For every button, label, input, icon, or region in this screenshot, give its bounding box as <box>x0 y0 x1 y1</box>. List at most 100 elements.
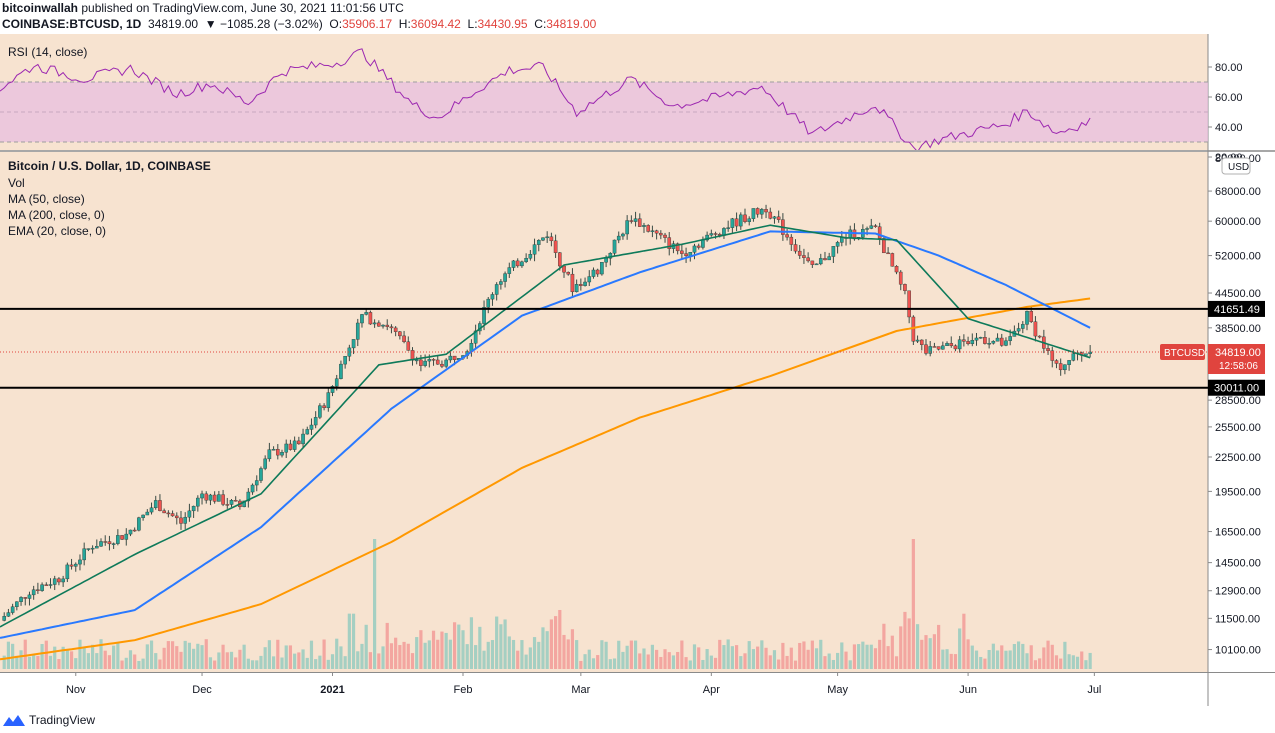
hline-upper-label-box[interactable] <box>1208 300 1265 317</box>
candle-body <box>553 240 558 253</box>
price-tick-label: 28500.00 <box>1215 395 1261 407</box>
candle-body <box>440 363 444 367</box>
candle-body <box>275 449 280 456</box>
volume-bar <box>280 657 284 669</box>
volume-bar <box>810 640 814 669</box>
hline-upper-label[interactable]: 41651.49 <box>1214 304 1260 316</box>
volume-bar <box>1075 656 1080 669</box>
symbol-name: COINBASE:BTCUSD, 1D <box>2 17 142 31</box>
candle-body <box>284 443 289 453</box>
candle-body <box>297 440 301 445</box>
candle-body <box>221 494 225 505</box>
candle-body <box>983 337 987 344</box>
candle-body <box>503 273 507 282</box>
candle-body <box>179 517 183 524</box>
price-tick-label: 19500.00 <box>1215 486 1261 498</box>
candle-body <box>755 208 760 215</box>
candle-body <box>78 559 82 565</box>
time-axis-ticks[interactable]: Nov Dec 2021 Feb Mar Apr May Jun Jul <box>66 672 1101 696</box>
current-price-tag[interactable] <box>1208 344 1265 375</box>
candle-body <box>347 347 352 357</box>
symbol-tag[interactable] <box>1160 344 1205 361</box>
legend-ma200[interactable]: MA (200, close, 0) <box>8 208 105 222</box>
volume-bar <box>760 640 764 669</box>
candle-body <box>776 216 781 220</box>
volume-bar <box>482 650 486 669</box>
candle-body <box>932 346 937 348</box>
volume-bar <box>1054 655 1059 669</box>
candle-body <box>608 252 613 259</box>
volume-bar <box>495 616 499 669</box>
candle-body <box>520 261 524 267</box>
volume-bar <box>861 641 865 669</box>
volume-bar <box>271 656 276 669</box>
candle-body <box>309 424 314 430</box>
volume-bar <box>734 645 739 669</box>
volume-bar <box>932 634 937 669</box>
candle-body <box>86 548 91 550</box>
volume-bar <box>520 640 524 669</box>
candle-body <box>1050 350 1055 361</box>
candle-body <box>204 493 209 501</box>
volume-bar <box>747 641 751 669</box>
bar-countdown: 12:58:06 <box>1219 361 1258 372</box>
volume-bar <box>659 656 663 669</box>
candle-body <box>612 239 617 254</box>
candle-body <box>486 298 491 308</box>
candle-body <box>339 363 343 379</box>
candle-body <box>532 244 537 255</box>
volume-bar <box>78 639 82 669</box>
rsi-legend-label[interactable]: RSI (14, close) <box>8 45 87 59</box>
volume-bar <box>680 640 684 669</box>
currency-badge-box[interactable] <box>1221 157 1251 175</box>
candle-body <box>751 208 756 219</box>
volume-bar <box>175 646 179 669</box>
candle-body <box>730 218 735 228</box>
volume-bar <box>970 645 974 669</box>
price-tick-label: 22500.00 <box>1215 452 1261 464</box>
legend-ema20[interactable]: EMA (20, close, 0) <box>8 224 106 238</box>
candle-body <box>36 589 40 591</box>
volume-bar <box>1084 660 1088 669</box>
legend-ma50[interactable]: MA (50, close) <box>8 192 85 206</box>
currency-badge[interactable]: USD <box>1228 162 1249 173</box>
footer-brand[interactable]: TradingView <box>29 713 96 727</box>
volume-bar <box>474 645 478 669</box>
volume-bar <box>625 645 629 669</box>
volume-bar <box>831 659 835 669</box>
volume-bar <box>469 617 474 669</box>
candle-body <box>326 392 331 409</box>
candle-body <box>511 260 516 268</box>
hline-lower-label-box[interactable] <box>1208 379 1265 396</box>
volume-bar <box>11 643 15 669</box>
time-tick-label: Jun <box>959 684 977 696</box>
tradingview-logo-icon[interactable] <box>2 713 26 727</box>
volume-bar <box>318 655 322 669</box>
symbol-tag-label[interactable]: BTCUSD <box>1164 348 1205 359</box>
series-title[interactable]: Bitcoin / U.S. Dollar, 1D, COINBASE <box>8 159 211 173</box>
volume-bar <box>768 655 772 669</box>
candle-body <box>936 346 941 350</box>
price-axis-ticks[interactable]: 68000.00 60000.00 52000.00 44500.00 38500.00… <box>1208 186 1261 657</box>
candle-body <box>818 258 823 265</box>
volume-bar <box>553 616 558 669</box>
volume-bar <box>221 644 225 669</box>
volume-bar <box>19 650 23 669</box>
candle-body <box>747 218 752 222</box>
volume-bar <box>684 657 688 669</box>
candle-body <box>869 225 874 229</box>
volume-bar <box>448 639 452 669</box>
volume-bar <box>562 634 566 669</box>
volume-bar <box>339 646 343 669</box>
volume-bar <box>823 656 827 669</box>
hline-lower-label[interactable]: 30011.00 <box>1214 383 1259 395</box>
volume-bar <box>486 641 490 669</box>
volume-bar <box>204 639 208 669</box>
publisher-name[interactable]: bitcoinwallah <box>2 1 79 15</box>
candle-body <box>764 209 768 213</box>
legend-volume[interactable]: Vol <box>8 176 25 190</box>
candle-body <box>448 355 453 361</box>
volume-bar <box>499 624 503 669</box>
volume-bar <box>516 650 520 669</box>
